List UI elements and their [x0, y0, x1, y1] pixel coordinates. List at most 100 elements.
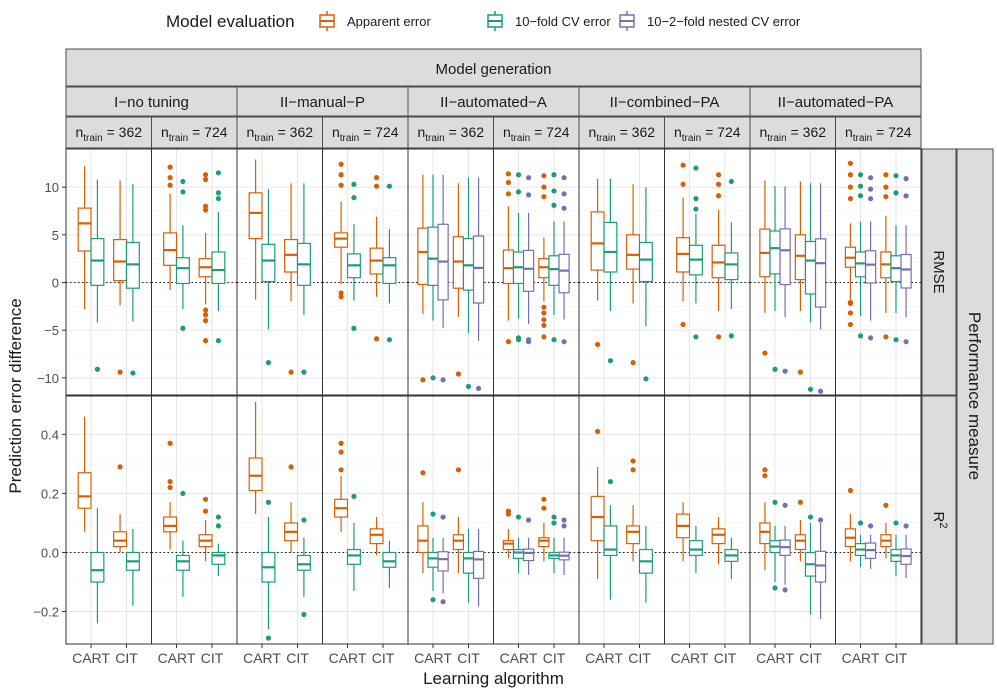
box-outlier: [807, 386, 814, 392]
box-mark: [198, 496, 213, 562]
box-outlier: [130, 370, 136, 376]
strip-model-generation: [65, 48, 922, 87]
legend-key-3: [619, 11, 635, 31]
box-outlier: [215, 190, 222, 196]
box-mark: [248, 159, 263, 300]
panel: [493, 395, 580, 645]
panel-background: [408, 396, 494, 644]
panel: [493, 148, 580, 396]
box-iqr: [603, 525, 618, 557]
strip-ntrain-label: ntrain = 362: [759, 124, 826, 144]
strip-group: [236, 86, 409, 117]
box-outlier: [167, 479, 173, 485]
box-outlier: [525, 339, 532, 345]
strip-ntrain: [749, 116, 836, 149]
box-outlier: [561, 339, 567, 345]
strip-ntrain: [835, 116, 922, 149]
y-tick-label: 0.4: [41, 427, 59, 442]
box-outlier: [893, 173, 899, 179]
legend-key-2: [487, 11, 503, 31]
box-mark: [125, 528, 140, 606]
box-outlier: [680, 162, 686, 168]
box-iqr: [522, 548, 535, 562]
box-mark: [437, 514, 449, 605]
box-mark: [769, 186, 781, 372]
x-tick-label: CIT: [543, 650, 566, 666]
box-mark: [113, 464, 128, 553]
strip-ntrain-label: ntrain = 362: [417, 124, 484, 144]
box-mark: [452, 467, 465, 574]
box-outlier: [167, 175, 173, 181]
box-outlier: [715, 172, 722, 178]
x-tick-label: CIT: [115, 650, 138, 666]
box-iqr: [794, 534, 807, 551]
ntrain-sub: train: [254, 133, 273, 144]
box-mark: [417, 174, 429, 383]
box-outlier: [338, 172, 344, 178]
box-mark: [794, 499, 807, 562]
box-outlier: [782, 587, 788, 593]
box-mark: [900, 176, 912, 345]
box-outlier: [94, 366, 101, 372]
panel: [151, 148, 238, 396]
box-outlier: [867, 196, 874, 202]
strip-group: [578, 86, 751, 117]
ntrain-n: n: [759, 124, 767, 140]
box-outlier: [515, 337, 522, 343]
box-mark: [163, 440, 178, 550]
y-tick-label: 0.0: [41, 545, 59, 560]
box-iqr: [626, 525, 641, 545]
box-mark: [261, 189, 276, 366]
box-outlier: [847, 321, 854, 328]
box-outlier: [847, 487, 854, 494]
ntrain-n: n: [674, 124, 682, 140]
box-iqr: [296, 554, 311, 571]
box-outlier: [515, 189, 522, 195]
box-outlier: [386, 337, 393, 343]
box-outlier: [202, 176, 209, 183]
box-mark: [759, 467, 771, 571]
box-iqr: [522, 249, 535, 292]
strip-row-label: RMSE: [930, 250, 947, 293]
panel: [151, 395, 238, 645]
box-outlier: [762, 473, 768, 479]
box-outlier: [338, 294, 344, 300]
ntrain-value: = 362: [103, 124, 143, 140]
box-outlier: [202, 312, 209, 318]
box-mark: [854, 520, 867, 568]
box-mark: [382, 183, 397, 343]
x-tick-label: CART: [842, 650, 880, 666]
box-outlier: [607, 479, 614, 485]
box-mark: [346, 181, 361, 331]
box-mark: [558, 517, 570, 575]
box-mark: [284, 183, 299, 375]
panel: [578, 148, 665, 396]
box-mark: [804, 514, 817, 615]
box-outlier: [440, 599, 446, 605]
box-mark: [522, 517, 535, 575]
x-tick-label: CART: [585, 650, 623, 666]
box-iqr: [163, 516, 178, 533]
legend-label-2: 10−fold CV error: [515, 14, 611, 29]
ntrain-n: n: [332, 124, 340, 140]
legend-key-1: [319, 11, 335, 31]
box-mark: [90, 179, 105, 372]
x-tick-label: CART: [671, 650, 709, 666]
ntrain-n: n: [845, 124, 853, 140]
box-mark: [462, 528, 475, 603]
box-outlier: [797, 369, 804, 375]
box-outlier: [215, 514, 222, 520]
box-mark: [711, 517, 726, 565]
box-outlier: [180, 178, 186, 185]
panel-border: [835, 395, 922, 645]
panel: [835, 395, 922, 645]
strip-ntrain-label: ntrain = 724: [332, 124, 399, 144]
box-outlier: [515, 514, 522, 520]
box-mark: [163, 164, 178, 291]
box-outlier: [857, 520, 864, 526]
box-outlier: [180, 490, 186, 497]
box-outlier: [541, 334, 547, 340]
box-iqr: [346, 548, 361, 565]
box-outlier: [525, 175, 532, 181]
